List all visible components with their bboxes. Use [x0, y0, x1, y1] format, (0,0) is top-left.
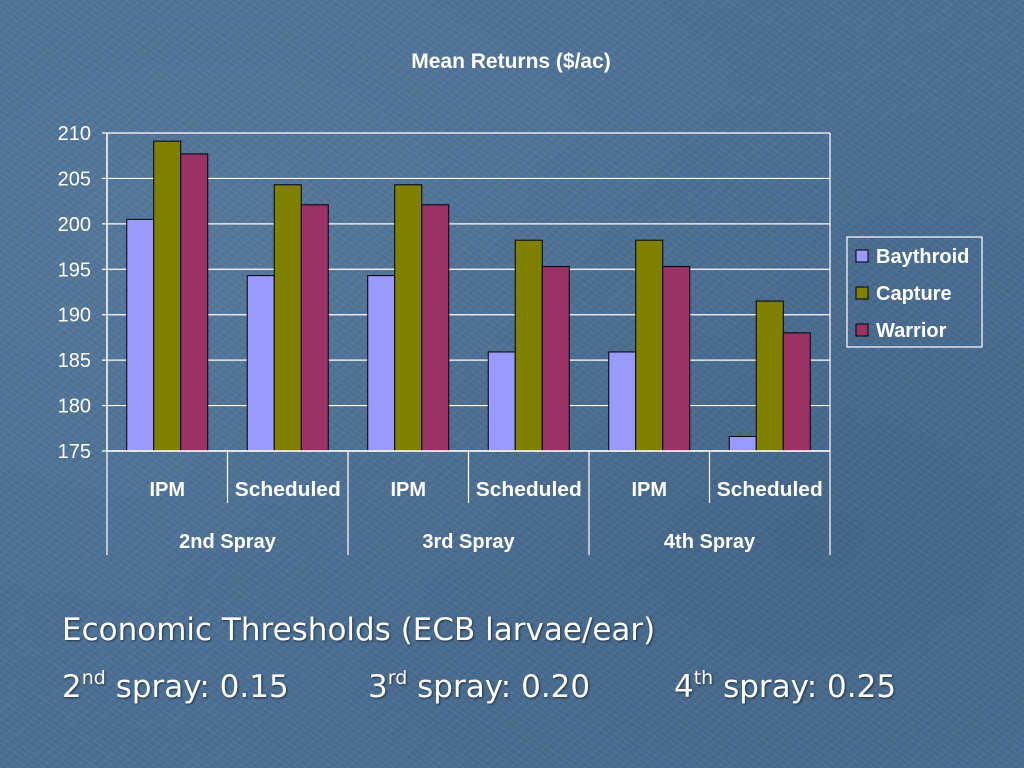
- bar-baythroid-1: [246, 275, 275, 452]
- legend-swatch-warrior: [855, 323, 869, 337]
- legend-box: [846, 236, 983, 348]
- threshold-4th-spray: 4th spray: 0.25: [674, 667, 897, 706]
- y-tick-label: 210: [58, 123, 91, 145]
- legend-label-warrior: Warrior: [876, 320, 947, 342]
- bar-warrior-2: [421, 204, 450, 452]
- x-category-label: Scheduled: [235, 479, 341, 501]
- bar-baythroid-4: [608, 351, 637, 452]
- x-category-label: Scheduled: [717, 479, 823, 501]
- x-category-label: IPM: [631, 479, 667, 501]
- caption-heading: Economic Thresholds (ECB larvae/ear): [62, 612, 656, 648]
- bar-chart: Mean Returns ($/ac) 175 180 185 190 195 200 20…: [58, 50, 983, 555]
- bar-warrior-3: [541, 266, 570, 452]
- x-category-label: IPM: [149, 479, 185, 501]
- threshold-caption: Economic Thresholds (ECB larvae/ear) 2nd…: [62, 612, 962, 706]
- y-tick-label: 190: [58, 305, 91, 327]
- x-category-label: IPM: [390, 479, 426, 501]
- y-tick-label: 195: [58, 259, 91, 281]
- bar-capture-3: [514, 239, 543, 452]
- chart-title: Mean Returns ($/ac): [411, 50, 611, 73]
- legend-swatch-baythroid: [855, 249, 869, 263]
- bar-baythroid-2: [367, 275, 396, 452]
- bar-warrior-4: [662, 266, 691, 452]
- threshold-2nd-spray: 2nd spray: 0.15: [62, 667, 289, 706]
- legend-label-baythroid: Baythroid: [876, 246, 969, 268]
- bar-baythroid-0: [126, 218, 155, 452]
- bar-warrior-0: [180, 153, 209, 452]
- bar-baythroid-3: [487, 351, 516, 452]
- x-category-label: Scheduled: [476, 479, 582, 501]
- caption-thresholds: 2nd spray: 0.15 3rd spray: 0.20 4th spra…: [62, 669, 962, 706]
- x-group-label: 4th Spray: [664, 531, 756, 553]
- bar-capture-0: [153, 140, 182, 452]
- legend: Baythroid Capture Warrior: [846, 236, 983, 348]
- legend-label-capture: Capture: [876, 283, 952, 305]
- y-tick-label: 180: [58, 396, 91, 418]
- y-tick-label: 185: [58, 350, 91, 372]
- bar-capture-5: [755, 300, 784, 452]
- bar-warrior-1: [300, 204, 329, 452]
- bar-capture-4: [635, 239, 664, 452]
- bar-warrior-5: [782, 332, 811, 452]
- bar-capture-1: [273, 184, 302, 452]
- bar-baythroid-5: [728, 435, 757, 452]
- y-tick-label: 205: [58, 168, 91, 190]
- threshold-3rd-spray: 3rd spray: 0.20: [368, 667, 591, 706]
- x-group-label: 2nd Spray: [179, 531, 277, 553]
- legend-swatch-capture: [855, 286, 869, 300]
- x-group-label: 3rd Spray: [422, 531, 515, 553]
- bar-capture-2: [394, 184, 423, 452]
- y-tick-label: 175: [58, 441, 91, 463]
- y-tick-label: 200: [58, 214, 91, 236]
